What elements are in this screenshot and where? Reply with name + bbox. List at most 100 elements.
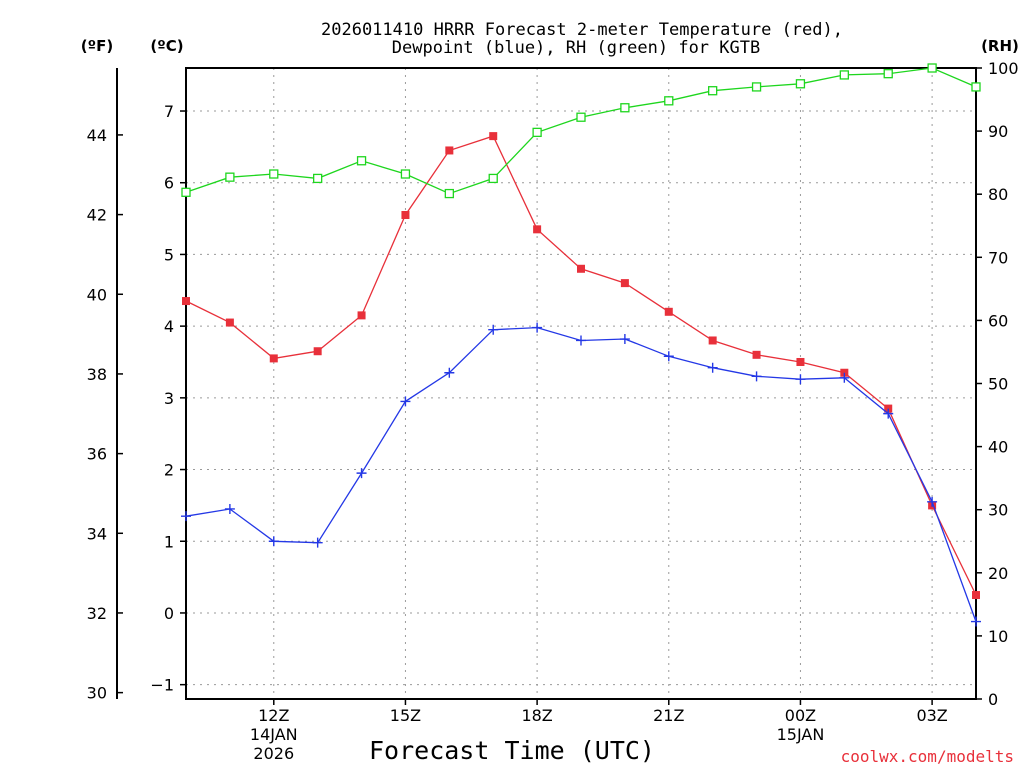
temperature-data-point	[313, 347, 322, 356]
rh-tick-label: 0	[988, 690, 998, 709]
celsius-tick-label: 4	[164, 317, 174, 336]
fahrenheit-tick-label: 42	[87, 206, 107, 225]
dewpoint-data-point	[663, 351, 674, 362]
fahrenheit-unit-label: (ºF)	[81, 37, 113, 55]
rh-tick-label: 40	[988, 438, 1008, 457]
fahrenheit-tick-label: 34	[87, 524, 107, 543]
dewpoint-data-point	[312, 537, 323, 548]
rh-tick-label: 80	[988, 185, 1008, 204]
rh-tick-label: 50	[988, 375, 1008, 394]
dewpoint-data-point	[971, 616, 981, 627]
dewpoint-data-point	[268, 536, 279, 547]
dewpoint-data-point	[400, 396, 411, 407]
chart-title-line-2: Dewpoint (blue), RH (green) for KGTB	[392, 38, 760, 58]
dewpoint-data-point	[883, 408, 894, 419]
temperature-data-point	[620, 279, 629, 288]
dewpoint-data-point	[488, 324, 499, 335]
rh-data-point	[269, 169, 279, 179]
rh-tick-label: 60	[988, 311, 1008, 330]
x-axis-title: Forecast Time (UTC)	[369, 736, 655, 765]
rh-tick-label: 20	[988, 564, 1008, 583]
temperature-data-point	[357, 311, 366, 320]
x-tick-label: 21Z	[653, 706, 684, 725]
dewpoint-data-point	[224, 503, 235, 514]
celsius-unit-label: (ºC)	[150, 37, 183, 55]
dewpoint-data-point	[576, 335, 586, 346]
axes	[116, 67, 977, 700]
celsius-tick-label: 7	[164, 102, 174, 121]
dewpoint-data-point	[181, 511, 191, 522]
x-date-label: 15JAN	[777, 725, 825, 744]
dewpoint-data-point	[619, 334, 630, 345]
x-date-label: 14JAN	[250, 725, 298, 744]
rh-data-point	[576, 112, 586, 122]
temperature-series-line	[185, 135, 977, 596]
rh-data-point	[356, 156, 367, 166]
celsius-tick-label: −1	[150, 676, 174, 695]
rh-data-point	[444, 188, 454, 199]
rh-tick-label: 30	[988, 501, 1008, 520]
dewpoint-data-point	[532, 322, 543, 333]
temperature-data-point	[269, 354, 278, 363]
dewpoint-data-point	[356, 468, 367, 479]
x-tick-label: 15Z	[390, 706, 421, 725]
temperature-data-point	[840, 368, 849, 377]
rh-data-point	[751, 82, 762, 92]
rh-data-point	[708, 86, 718, 96]
rh-series-line	[185, 67, 977, 195]
celsius-tick-label: 2	[164, 461, 174, 480]
dewpoint-data-point	[444, 367, 455, 378]
chart-title-line-1: 2026011410 HRRR Forecast 2-meter Tempera…	[321, 20, 843, 40]
fahrenheit-tick-label: 38	[87, 365, 107, 384]
rh-data-point	[225, 172, 235, 182]
fahrenheit-tick-label: 44	[87, 126, 107, 145]
rh-data-point	[532, 127, 542, 138]
rh-tick-label: 100	[988, 59, 1019, 78]
dewpoint-data-point	[795, 374, 806, 385]
temperature-data-point	[972, 591, 980, 600]
rh-data-point	[400, 169, 411, 179]
dewpoint-data-point	[751, 371, 762, 382]
rh-data-point	[839, 70, 849, 80]
x-year-label: 2026	[253, 744, 294, 763]
temperature-data-point	[884, 404, 893, 413]
x-tick-label: 18Z	[521, 706, 552, 725]
temperature-data-point	[225, 318, 234, 327]
rh-tick-label: 70	[988, 248, 1008, 267]
fahrenheit-tick-label: 36	[87, 445, 107, 464]
celsius-tick-label: 3	[164, 389, 174, 408]
rh-unit-label: (RH)	[981, 37, 1019, 55]
rh-data-point	[795, 79, 806, 89]
rh-data-point	[664, 96, 674, 106]
fahrenheit-tick-label: 30	[87, 684, 107, 703]
rh-data-point	[620, 103, 630, 113]
temperature-data-point	[445, 146, 454, 155]
rh-data-point	[927, 63, 937, 73]
fahrenheit-tick-label: 32	[87, 604, 107, 623]
source-credit: coolwx.com/modelts	[841, 747, 1014, 766]
rh-data-point	[488, 173, 498, 184]
celsius-tick-label: 6	[164, 174, 174, 193]
fahrenheit-tick-label: 40	[87, 285, 107, 304]
temperature-data-point	[401, 210, 410, 219]
rh-tick-label: 10	[988, 627, 1008, 646]
rh-tick-label: 90	[988, 122, 1008, 141]
data-series	[181, 63, 981, 627]
x-tick-label: 12Z	[258, 706, 289, 725]
rh-data-point	[971, 82, 981, 92]
dewpoint-series-line	[185, 326, 977, 622]
rh-data-point	[883, 69, 893, 79]
celsius-tick-label: 0	[164, 604, 174, 623]
x-tick-label: 03Z	[916, 706, 947, 725]
x-tick-label: 00Z	[785, 706, 816, 725]
celsius-tick-label: 5	[164, 245, 174, 264]
temperature-data-point	[796, 357, 805, 366]
rh-data-point	[313, 173, 323, 184]
dewpoint-data-point	[839, 372, 850, 383]
temperature-data-point	[489, 132, 498, 141]
temperature-data-point	[577, 264, 585, 273]
rh-data-point	[181, 187, 191, 197]
celsius-tick-label: 1	[164, 532, 174, 551]
